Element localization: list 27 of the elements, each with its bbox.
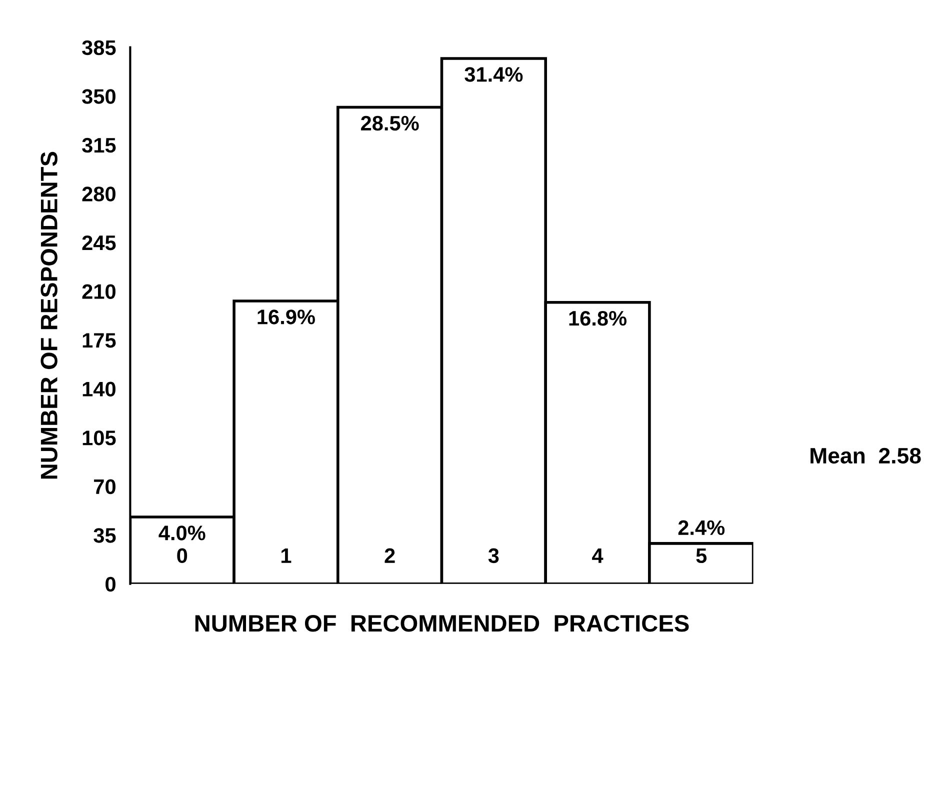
x-tick-label: 0 bbox=[177, 548, 188, 564]
x-tick-label: 3 bbox=[488, 548, 499, 564]
y-tick-label: 105 bbox=[82, 430, 116, 446]
y-tick-label: 70 bbox=[94, 479, 116, 494]
y-tick-label: 350 bbox=[82, 89, 116, 104]
x-tick-label: 1 bbox=[281, 548, 292, 563]
y-tick-label: 385 bbox=[82, 40, 116, 56]
annotation: 16.8% bbox=[569, 310, 627, 326]
y-tick-label: 35 bbox=[94, 528, 116, 543]
y-tick-label: 315 bbox=[82, 138, 116, 153]
annotation: 16.9% bbox=[258, 310, 315, 324]
x-tick-label: 4 bbox=[592, 548, 604, 563]
y-tick-label: 0 bbox=[106, 576, 116, 592]
y-tick-label: 140 bbox=[82, 382, 116, 397]
y-tick-label: 280 bbox=[82, 186, 116, 202]
text: Mean 2.58 bbox=[810, 448, 921, 464]
annotation: 4.0% bbox=[158, 526, 206, 540]
y-axis-title: NUMBER OF RESPONDENTS bbox=[40, 152, 58, 479]
x-axis-title: NUMBER OF RECOMMENDED PRACTICES bbox=[195, 615, 689, 632]
x-tick-label: 5 bbox=[696, 548, 707, 564]
y-tick-label: 175 bbox=[82, 333, 116, 348]
annotation: 31.4% bbox=[464, 67, 523, 82]
y-tick-label: 210 bbox=[82, 284, 116, 299]
x-tick-label: 2 bbox=[384, 548, 395, 563]
annotation: 2.4% bbox=[678, 520, 725, 535]
annotation: 28.5% bbox=[361, 116, 419, 131]
y-tick-label: 245 bbox=[82, 235, 116, 250]
